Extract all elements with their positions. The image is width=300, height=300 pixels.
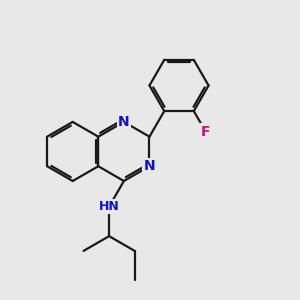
Text: HN: HN [99, 200, 119, 213]
Text: F: F [201, 124, 210, 139]
Text: N: N [144, 159, 155, 173]
Text: N: N [118, 115, 130, 129]
